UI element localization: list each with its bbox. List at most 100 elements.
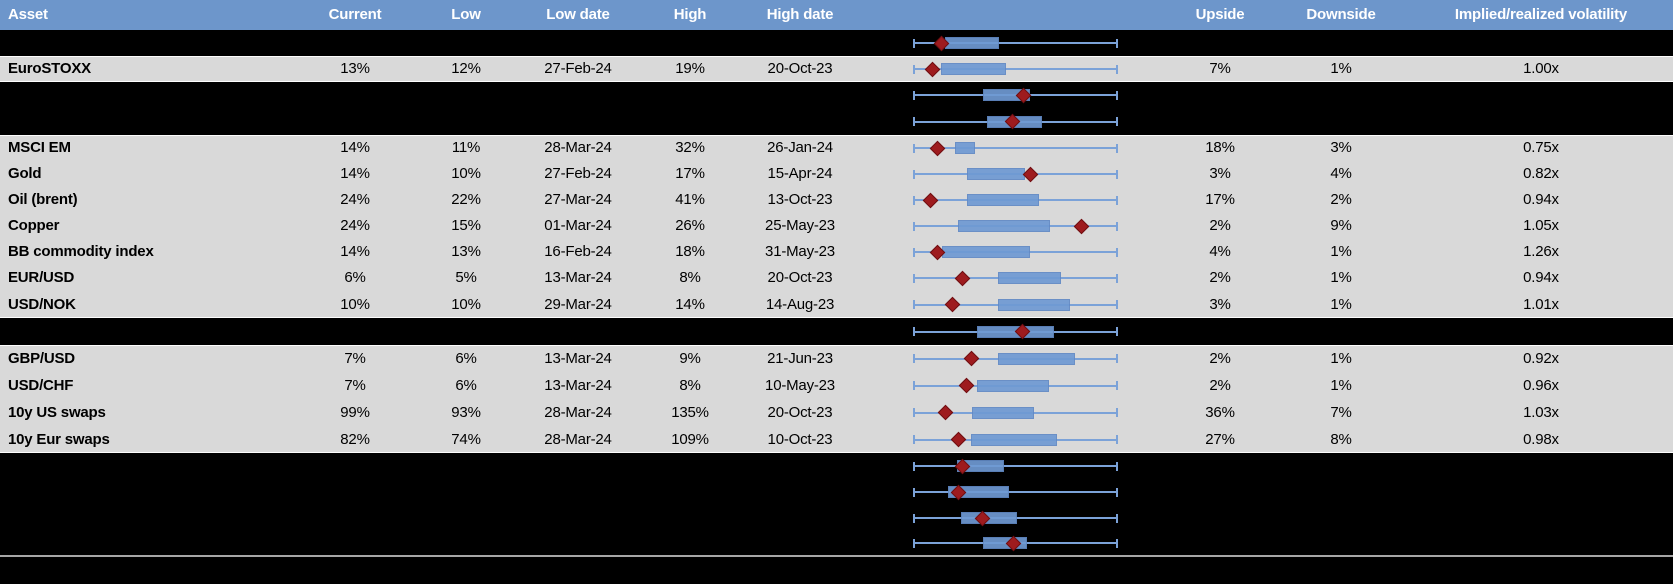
asset-cell: USD/NOK <box>8 296 76 313</box>
current-value-diamond-marker <box>924 61 940 77</box>
low-date-cell: 16-Feb-24 <box>544 243 612 260</box>
whisker-cap-right <box>1116 221 1118 231</box>
column-header-upside: Upside <box>1195 6 1245 23</box>
upside-cell: 27% <box>1205 431 1235 448</box>
asset-cell: 10y US swaps <box>8 404 106 421</box>
interquartile-box <box>941 63 1006 75</box>
hidden-row <box>0 318 1673 345</box>
column-header-downside: Downside <box>1306 6 1376 23</box>
whisker-cap-right <box>1116 538 1118 548</box>
vol-cell: 0.96x <box>1523 377 1559 394</box>
boxplot <box>913 426 1118 453</box>
whisker-cap-right <box>1116 513 1118 523</box>
whisker-cap-right <box>1116 247 1118 257</box>
low-date-cell: 13-Mar-24 <box>544 269 612 286</box>
asset-cell: Oil (brent) <box>8 191 78 208</box>
high-date-cell: 20-Oct-23 <box>767 269 833 286</box>
upside-cell: 18% <box>1205 139 1235 156</box>
boxplot <box>913 108 1118 135</box>
table-row: BB commodity index 14% 13% 16-Feb-24 18% 31-M… <box>0 239 1673 265</box>
current-value-diamond-marker <box>954 270 970 286</box>
boxplot <box>913 135 1118 161</box>
interquartile-box <box>972 406 1034 419</box>
boxplot <box>913 161 1118 187</box>
high-cell: 135% <box>671 404 709 421</box>
low-date-cell: 13-Mar-24 <box>544 350 612 367</box>
current-value-diamond-marker <box>950 431 966 448</box>
low-date-cell: 28-Mar-24 <box>544 404 612 421</box>
current-value-diamond-marker <box>963 350 979 367</box>
whisker-cap-right <box>1116 117 1118 126</box>
boxplot <box>913 345 1118 372</box>
vol-cell: 0.94x <box>1523 191 1559 208</box>
downside-cell: 1% <box>1330 269 1352 286</box>
current-value-diamond-marker <box>922 192 938 208</box>
downside-cell: 8% <box>1330 431 1352 448</box>
whisker-cap-right <box>1116 461 1118 471</box>
whisker-cap-left <box>913 300 915 309</box>
boxplot <box>913 239 1118 265</box>
whisker-cap-left <box>913 221 915 231</box>
downside-cell: 4% <box>1330 165 1352 182</box>
high-date-cell: 31-May-23 <box>765 243 835 260</box>
table-row: Copper 24% 15% 01-Mar-24 26% 25-May-23 2% 9% 1.0… <box>0 213 1673 239</box>
low-date-cell: 27-Feb-24 <box>544 60 612 77</box>
high-date-cell: 21-Jun-23 <box>767 350 833 367</box>
boxplot <box>913 479 1118 505</box>
boxplot <box>913 531 1118 555</box>
upside-cell: 2% <box>1209 269 1231 286</box>
whisker-cap-right <box>1116 64 1118 74</box>
column-header-asset: Asset <box>8 6 48 23</box>
upside-cell: 2% <box>1209 377 1231 394</box>
whisker-cap-right <box>1116 90 1118 100</box>
column-header-implied-realized-volatility: Implied/realized volatility <box>1454 6 1628 23</box>
whisker-cap-right <box>1116 408 1118 417</box>
asset-cell: Copper <box>8 217 60 234</box>
asset-cell: EuroSTOXX <box>8 60 91 77</box>
downside-cell: 1% <box>1330 243 1352 260</box>
whisker-cap-right <box>1116 354 1118 363</box>
high-date-cell: 26-Jan-24 <box>767 139 833 156</box>
table-row: 10y Eur swaps 82% 74% 28-Mar-24 109% 10-Oct-2… <box>0 426 1673 453</box>
vol-cell: 0.98x <box>1523 431 1559 448</box>
whisker-cap-left <box>913 143 915 153</box>
current-cell: 10% <box>340 296 370 313</box>
vol-cell: 1.26x <box>1523 243 1559 260</box>
whisker-cap-left <box>913 195 915 205</box>
vol-cell: 0.94x <box>1523 269 1559 286</box>
low-cell: 13% <box>451 243 481 260</box>
boxplot <box>913 56 1118 82</box>
current-cell: 82% <box>340 431 370 448</box>
current-cell: 99% <box>340 404 370 421</box>
upside-cell: 2% <box>1209 350 1231 367</box>
current-value-diamond-marker <box>958 377 974 394</box>
low-cell: 6% <box>455 350 477 367</box>
low-date-cell: 27-Mar-24 <box>544 191 612 208</box>
high-cell: 9% <box>679 350 701 367</box>
boxplot <box>913 318 1118 345</box>
high-date-cell: 10-Oct-23 <box>767 431 833 448</box>
low-cell: 74% <box>451 431 481 448</box>
high-date-cell: 15-Apr-24 <box>767 165 833 182</box>
whisker-cap-left <box>913 461 915 471</box>
current-cell: 24% <box>340 217 370 234</box>
current-cell: 7% <box>344 377 366 394</box>
upside-cell: 4% <box>1209 243 1231 260</box>
whisker-cap-left <box>913 435 915 444</box>
boxplot <box>913 265 1118 291</box>
low-cell: 22% <box>451 191 481 208</box>
whisker-cap-left <box>913 38 915 48</box>
table-row: MSCI EM 14% 11% 28-Mar-24 32% 26-Jan-24 18% 3% 0… <box>0 135 1673 161</box>
upside-cell: 3% <box>1209 165 1231 182</box>
high-cell: 8% <box>679 269 701 286</box>
vol-cell: 0.92x <box>1523 350 1559 367</box>
vol-cell: 1.03x <box>1523 404 1559 421</box>
whisker-cap-left <box>913 117 915 126</box>
low-date-cell: 28-Mar-24 <box>544 431 612 448</box>
boxplot <box>913 30 1118 56</box>
whisker-cap-left <box>913 381 915 390</box>
asset-cell: GBP/USD <box>8 350 75 367</box>
column-header-low: Low <box>451 6 481 23</box>
whisker-cap-right <box>1116 195 1118 205</box>
current-value-diamond-marker <box>929 140 945 156</box>
